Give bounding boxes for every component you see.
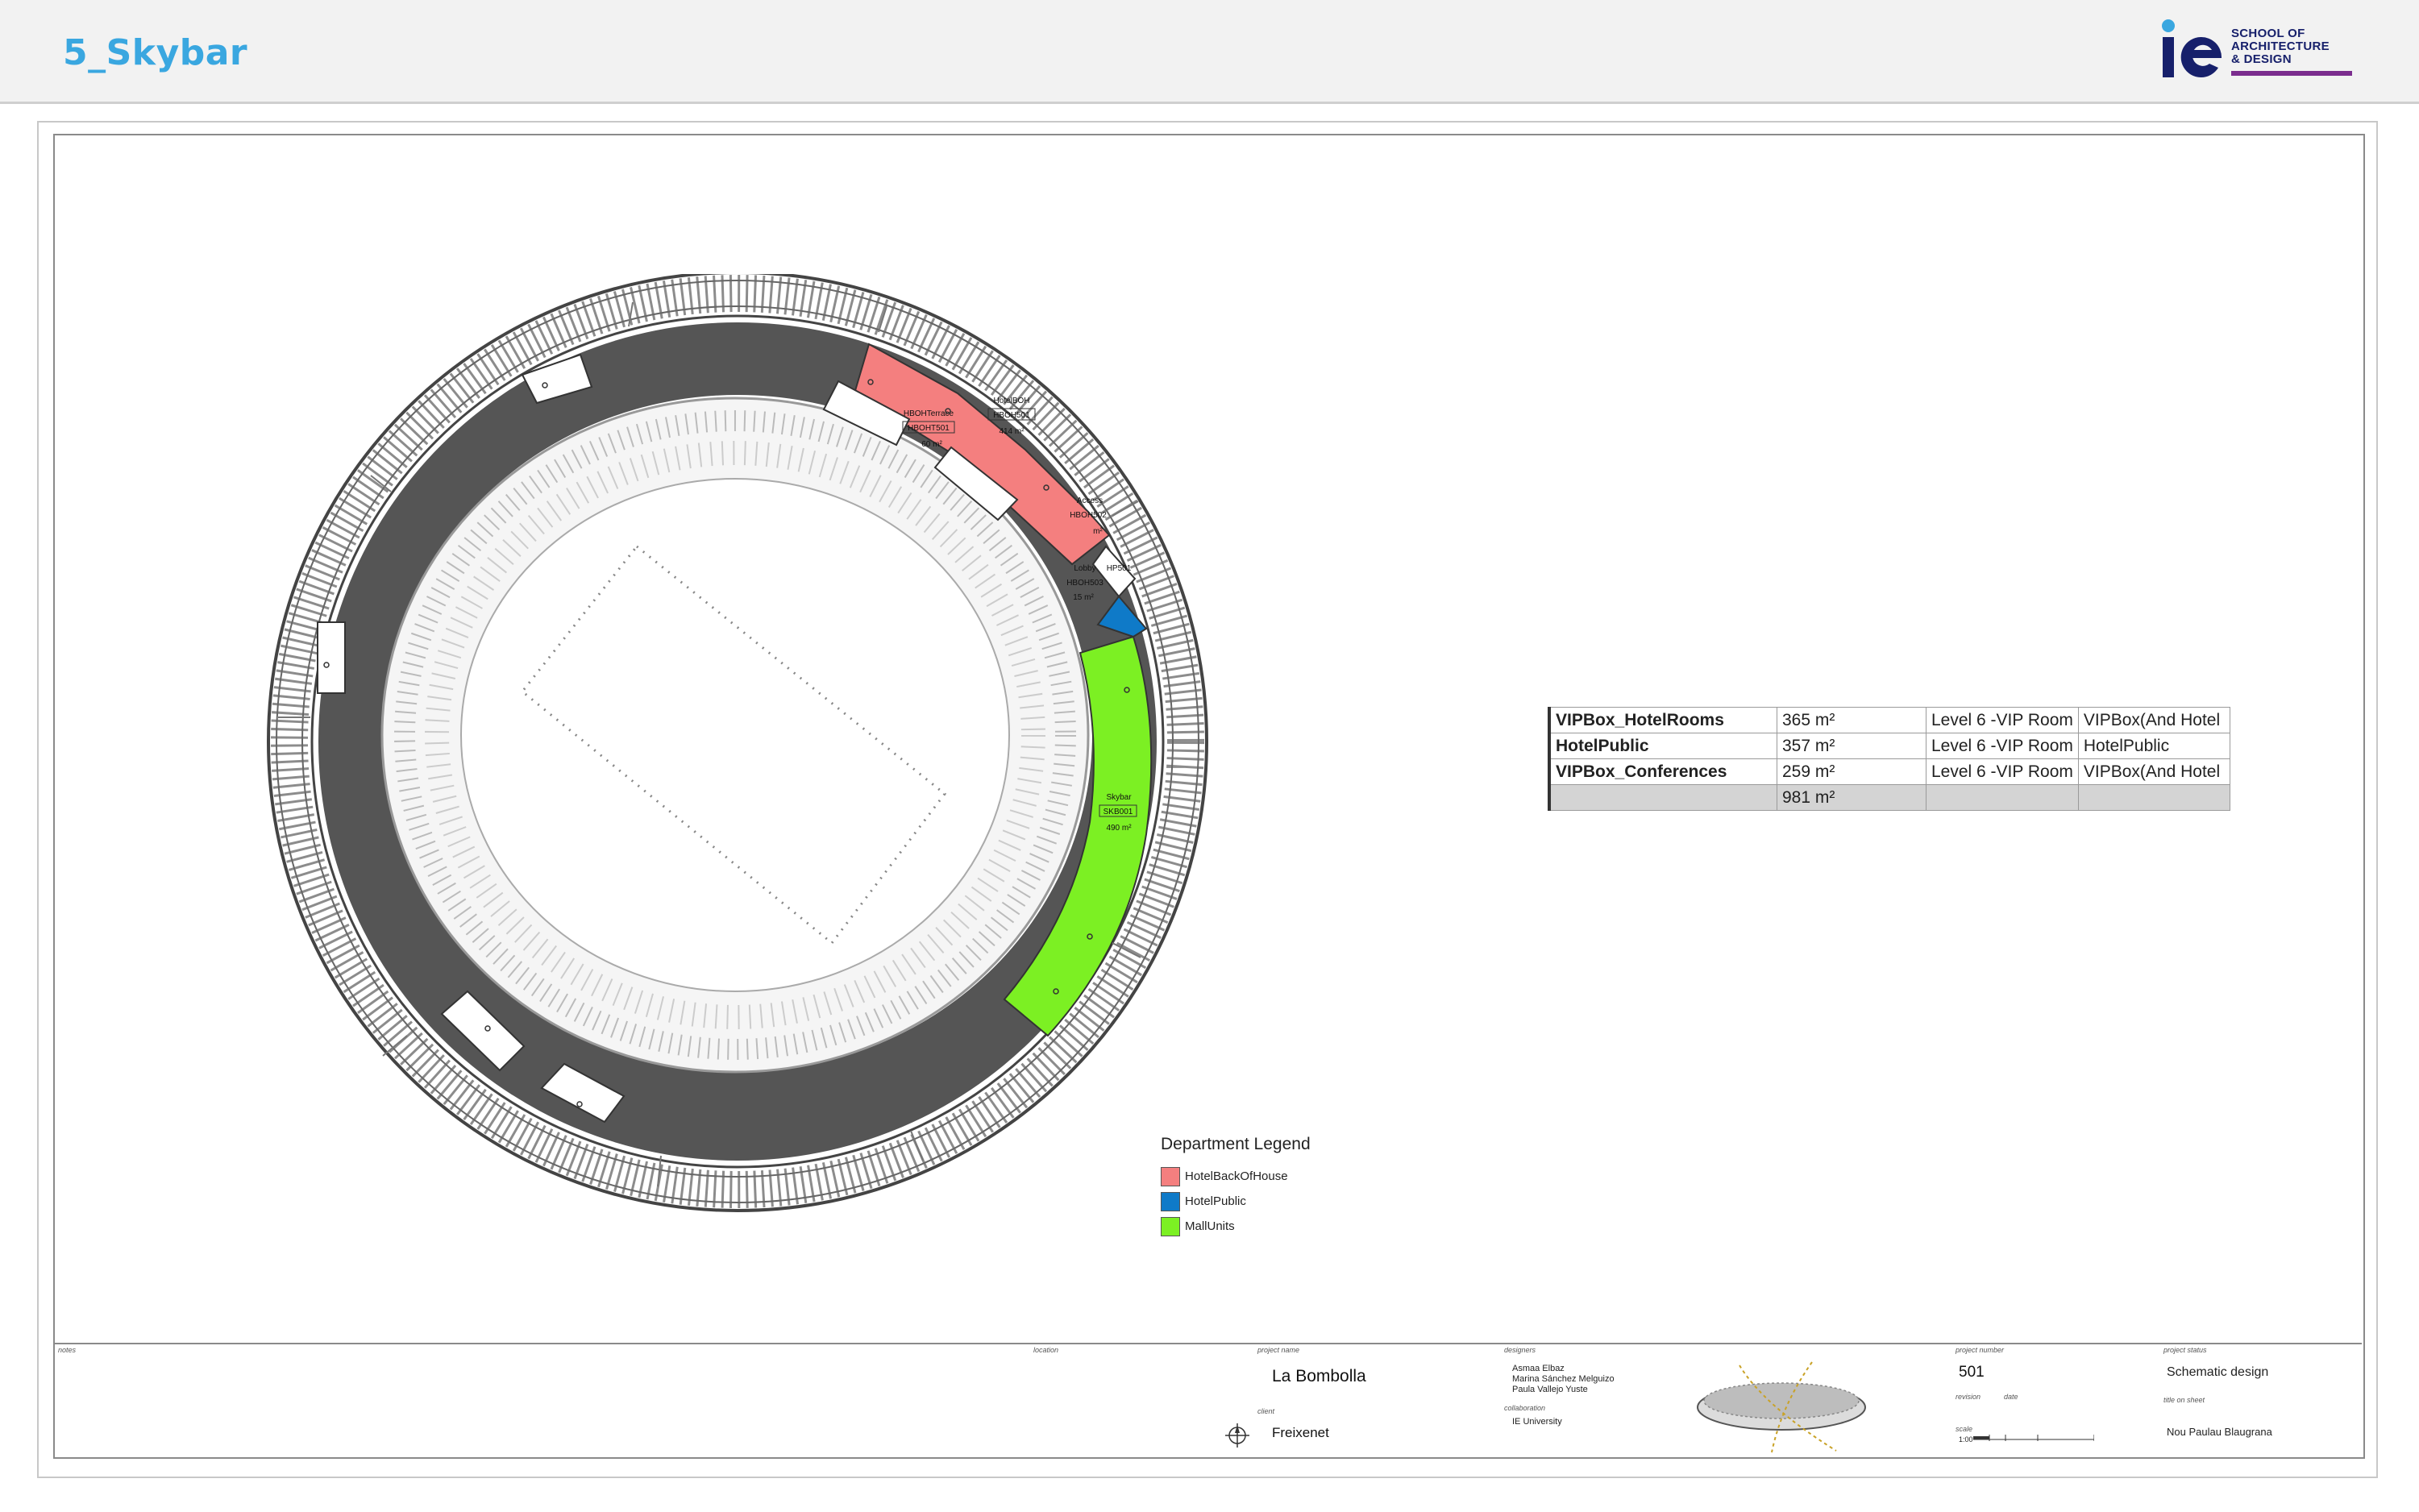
- room-tag-number: HBOH501: [993, 411, 1030, 420]
- project-status: Schematic design: [2167, 1365, 2269, 1379]
- room-tag-number: HBOH502: [1070, 511, 1107, 520]
- schedule-level: Level 6 -VIP Room: [1926, 733, 2079, 759]
- client-caption: client: [1257, 1407, 1275, 1415]
- room-tag-name: HP501: [1107, 564, 1132, 573]
- legend-label: HotelPublic: [1185, 1194, 1246, 1208]
- legend-swatch: [1161, 1217, 1180, 1236]
- drawing-frame: [53, 134, 2365, 1459]
- department-legend: Department Legend HotelBackOfHouse Hotel…: [1161, 1135, 1311, 1240]
- schedule-type: VIPBox(And Hotel: [2077, 758, 2230, 785]
- project-name: La Bombolla: [1272, 1367, 1366, 1385]
- schedule-type: VIPBox(And Hotel: [2077, 707, 2230, 733]
- project-status-caption: project status: [2163, 1346, 2207, 1354]
- date-caption: date: [2004, 1393, 2018, 1401]
- page-title: 5_Skybar: [63, 32, 248, 73]
- logo-accent-bar: [2231, 71, 2352, 76]
- schedule-name: HotelPublic: [1548, 733, 1777, 759]
- collaboration-value: IE University: [1512, 1417, 1562, 1427]
- legend-swatch: [1161, 1192, 1180, 1211]
- legend-title: Department Legend: [1161, 1135, 1311, 1153]
- location-caption: location: [1033, 1346, 1059, 1354]
- scale-bar-icon: [1973, 1435, 2094, 1441]
- title-on-sheet-caption: title on sheet: [2163, 1396, 2205, 1404]
- table-row: HotelPublic 357 m² Level 6 -VIP Room Hot…: [1548, 733, 2230, 759]
- schedule-total: 981 m²: [1777, 784, 1926, 811]
- table-row: VIPBox_HotelRooms 365 m² Level 6 -VIP Ro…: [1548, 707, 2230, 733]
- facade-hatch-ring: [271, 275, 1204, 1208]
- void-block: [540, 1062, 626, 1124]
- client-name: Freixenet: [1272, 1425, 1329, 1440]
- table-row: VIPBox_Conferences 259 m² Level 6 -VIP R…: [1548, 758, 2230, 785]
- skybar-zone: [1003, 635, 1153, 1037]
- project-name-caption: project name: [1257, 1346, 1300, 1354]
- ie-logo: SCHOOL OF ARCHITECTURE & DESIGN: [2160, 18, 2354, 82]
- access-strip: [822, 380, 911, 447]
- schedule-name: VIPBox_Conferences: [1548, 758, 1777, 785]
- notes-caption: notes: [58, 1346, 77, 1354]
- room-tag-name: HotelBOH: [993, 397, 1029, 405]
- room-tag-area: 60 m²: [921, 440, 942, 449]
- legend-item: HotelBackOfHouse: [1161, 1165, 1311, 1190]
- floor-plan: HotelBOH HBOH501 414 m² HBOHTerrace HBOH…: [267, 274, 1208, 1212]
- schedule-total-row: 981 m²: [1548, 784, 2230, 811]
- room-tag-name: Access: [1077, 496, 1103, 505]
- room-tag-name: Lobby: [1074, 564, 1095, 573]
- schedule-area: 357 m²: [1777, 733, 1926, 759]
- designers-caption: designers: [1504, 1346, 1536, 1354]
- schedule-type: HotelPublic: [2077, 733, 2230, 759]
- header-bar: 5_Skybar SCHOOL OF ARCHITECTURE & DESIGN: [0, 0, 2419, 104]
- room-tag-name: Skybar: [1106, 793, 1132, 802]
- schedule-level: Level 6 -VIP Room: [1926, 758, 2079, 785]
- collaboration-caption: collaboration: [1504, 1404, 1546, 1412]
- room-tag-area: 15 m²: [1073, 593, 1094, 602]
- title-block: notes location project name La Bombolla …: [55, 1343, 2362, 1457]
- room-tag-number: SKB001: [1104, 808, 1133, 816]
- legend-label: HotelBackOfHouse: [1185, 1169, 1288, 1183]
- room-tag-name: HBOHTerrace: [904, 409, 954, 418]
- room-tag-area: m²: [1093, 527, 1103, 536]
- scale-value: 1:00: [1959, 1435, 1973, 1443]
- ie-logo-mark: [2162, 19, 2222, 77]
- room-tag-number: HBOHT501: [908, 424, 950, 433]
- legend-item: HotelPublic: [1161, 1190, 1311, 1215]
- room-tag-area: 490 m²: [1106, 824, 1132, 833]
- title-on-sheet: Nou Paulau Blaugrana: [2167, 1426, 2272, 1438]
- scale-caption: scale: [1956, 1425, 1973, 1433]
- ie-logo-text: SCHOOL OF ARCHITECTURE & DESIGN: [2231, 27, 2330, 66]
- project-number-caption: project number: [1956, 1346, 2005, 1354]
- revision-caption: revision: [1956, 1393, 1981, 1401]
- schedule-name: VIPBox_HotelRooms: [1548, 707, 1777, 733]
- legend-label: MallUnits: [1185, 1219, 1235, 1233]
- designers-list: Asmaa Elbaz Marina Sánchez Melguizo Paul…: [1512, 1364, 1615, 1394]
- void-block: [317, 621, 346, 694]
- schedule-level: Level 6 -VIP Room: [1926, 707, 2079, 733]
- access-strip: [933, 446, 1019, 521]
- schedule-area: 259 m²: [1777, 758, 1926, 785]
- room-tag-number: HBOH503: [1066, 579, 1104, 588]
- room-tag-area: 414 m²: [999, 427, 1025, 436]
- project-number: 501: [1959, 1364, 1985, 1381]
- north-arrow-icon: [1225, 1423, 1249, 1448]
- sheet-border: [37, 121, 2378, 1478]
- legend-swatch: [1161, 1167, 1180, 1186]
- void-block: [440, 990, 526, 1072]
- room-schedule-table: VIPBox_HotelRooms 365 m² Level 6 -VIP Ro…: [1548, 707, 2230, 811]
- void-block: [521, 353, 593, 405]
- schedule-area: 365 m²: [1777, 707, 1926, 733]
- stadium-thumbnail-icon: [1697, 1361, 1866, 1453]
- legend-item: MallUnits: [1161, 1215, 1311, 1240]
